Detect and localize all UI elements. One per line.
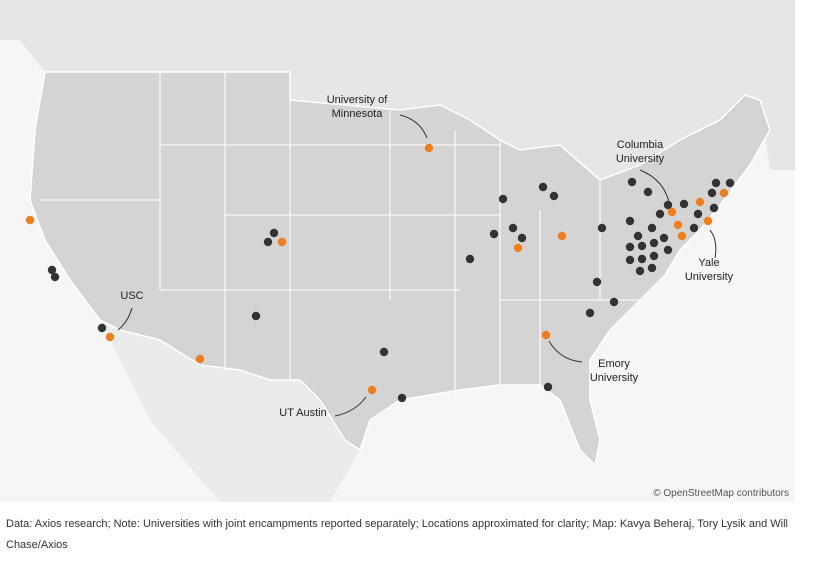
annotation-label: University — [590, 372, 639, 384]
university-dot — [465, 254, 475, 264]
university-dot — [725, 178, 735, 188]
university-dot — [711, 178, 721, 188]
university-dot-highlight — [703, 216, 713, 226]
university-dot — [643, 187, 653, 197]
university-dot — [659, 233, 669, 243]
university-dot-highlight — [667, 207, 677, 217]
university-dot — [397, 393, 407, 403]
annotation-label: UT Austin — [279, 407, 327, 419]
university-dot — [633, 231, 643, 241]
university-dot — [489, 229, 499, 239]
university-dot — [693, 209, 703, 219]
university-dot-highlight — [513, 243, 523, 253]
state-borders — [40, 72, 640, 395]
dots — [25, 143, 735, 403]
annotation-label: USC — [120, 290, 143, 302]
us-land — [29, 71, 771, 467]
university-dot — [689, 223, 699, 233]
university-dot-highlight — [557, 231, 567, 241]
annotation-label: Minnesota — [332, 108, 384, 120]
canada — [0, 0, 795, 180]
university-dot — [647, 223, 657, 233]
university-dot-highlight — [695, 197, 705, 207]
annotation-label: University — [685, 271, 734, 283]
university-dot — [269, 228, 279, 238]
university-dot-highlight — [195, 354, 205, 364]
university-dot-highlight — [541, 330, 551, 340]
university-dot-highlight — [424, 143, 434, 153]
university-dot — [647, 263, 657, 273]
university-dot — [637, 241, 647, 251]
university-dot-highlight — [367, 385, 377, 395]
labels: University of Minnesota Columbia University… — [120, 94, 733, 419]
university-dot-highlight — [25, 215, 35, 225]
university-dot — [498, 194, 508, 204]
arrows — [117, 114, 717, 417]
university-dot — [263, 237, 273, 247]
university-dot — [709, 203, 719, 213]
university-dot — [50, 272, 60, 282]
map: University of Minnesota Columbia University… — [0, 0, 795, 502]
university-dot — [637, 254, 647, 264]
attribution: © OpenStreetMap contributors — [653, 488, 789, 499]
university-dot — [649, 238, 659, 248]
university-dot — [47, 265, 57, 275]
university-dot — [663, 245, 673, 255]
university-dot — [592, 277, 602, 287]
university-dot — [679, 199, 689, 209]
university-dot — [625, 216, 635, 226]
university-dot — [707, 188, 717, 198]
university-dot — [663, 200, 673, 210]
university-dot-highlight — [719, 188, 729, 198]
university-dot — [543, 382, 553, 392]
university-dot — [655, 209, 665, 219]
university-dot — [251, 311, 261, 321]
university-dot — [585, 308, 595, 318]
university-dot — [597, 223, 607, 233]
university-dot — [517, 233, 527, 243]
university-dot — [649, 251, 659, 261]
footer: Data: Axios research; Note: Universities… — [6, 518, 788, 551]
annotation-label: Emory — [598, 358, 630, 370]
mexico — [100, 320, 360, 502]
annotation-label: Yale — [698, 257, 719, 269]
university-dot — [549, 191, 559, 201]
university-dot-highlight — [277, 237, 287, 247]
university-dot — [97, 323, 107, 333]
university-dot — [625, 242, 635, 252]
university-dot — [625, 255, 635, 265]
university-dot — [609, 297, 619, 307]
university-dot — [635, 266, 645, 276]
university-dot — [538, 182, 548, 192]
university-dot — [379, 347, 389, 357]
university-dot — [627, 177, 637, 187]
annotation-label: Columbia — [617, 139, 664, 151]
annotation-label: University — [616, 153, 665, 165]
university-dot-highlight — [673, 220, 683, 230]
university-dot-highlight — [677, 231, 687, 241]
university-dot — [508, 223, 518, 233]
university-dot-highlight — [105, 332, 115, 342]
annotation-label: University of — [327, 94, 388, 106]
